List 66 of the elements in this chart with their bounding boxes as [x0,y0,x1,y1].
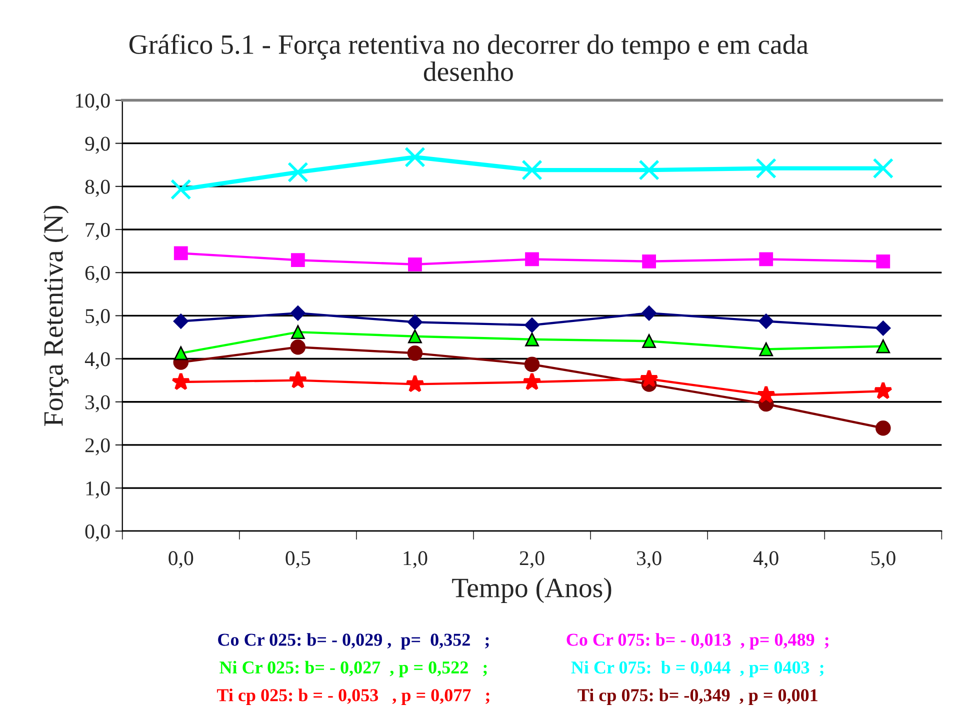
point [642,334,656,348]
point [408,329,422,344]
point [872,158,894,179]
point [525,332,539,346]
point [522,372,542,390]
x-tick-label: 1,0 [404,551,428,568]
text: Ni Cr 075: b = 0,044 , p= 0403 ; [571,660,824,678]
point [642,254,656,268]
point [524,356,540,372]
point [408,257,422,272]
y-tick-label: 10,0 [76,94,110,111]
point [407,314,423,330]
y-tick-label: 3,0 [86,395,110,412]
point [874,381,892,400]
point [876,339,890,354]
y-tick-label: 0,0 [85,524,110,542]
point [756,158,777,179]
y-tick-label: 1,0 [86,481,110,498]
y-tick-label: 5,0 [86,309,110,326]
chart-title: Gráfico 5.1 - Força retentiva no decorrer do tempo e em cada desenho [129,34,808,82]
x-tick-label: 5,0 [871,551,896,568]
x-tick-label: 2,0 [520,551,544,568]
y-tick-label: 4,0 [84,352,110,370]
point [876,320,891,336]
x-axis-title: Tempo (Anos) [452,578,612,603]
point [404,146,426,168]
y-tick-label: 2,0 [85,438,110,456]
point [638,160,660,180]
point [640,369,658,388]
point [290,325,305,339]
point [290,340,306,355]
point [876,420,891,436]
y-axis-title: Força Retentiva (N) [43,206,69,426]
point [406,374,424,392]
point [170,179,192,200]
x-tick-label: 0,0 [168,551,194,568]
text: Ni Cr 025: b= - 0,027 , p = 0,522 ; [220,660,487,678]
point [288,162,308,183]
point [407,346,423,361]
text: Ti cp 075: b= -0,349 , p = 0,001 [578,688,818,705]
text: Co Cr 025: b= - 0,029 , p= 0,352 ; [218,633,489,650]
point [759,252,774,266]
point [525,252,539,266]
point [876,254,890,268]
point [290,253,305,268]
point [172,372,190,390]
text: Ti cp 025: b = - 0,053 , p = 0,077 ; [216,688,490,705]
point [173,314,188,329]
point [759,342,774,356]
y-tick-label: 6,0 [85,266,110,284]
text: Co Cr 075: b= - 0,013 , p= 0,489 ; [566,633,828,650]
point [641,306,657,321]
point [758,314,774,329]
point [290,306,306,321]
point [174,346,188,360]
y-tick-label: 8,0 [85,180,110,197]
x-tick-label: 3,0 [637,551,662,568]
x-tick-label: 0,5 [286,551,310,568]
y-tick-label: 7,0 [86,222,110,240]
y-tick-label: 9,0 [85,136,110,154]
x-tick-label: 4,0 [753,551,778,568]
point [756,385,776,404]
point [288,370,308,388]
point [522,160,542,180]
point [524,318,540,333]
point [174,246,188,260]
